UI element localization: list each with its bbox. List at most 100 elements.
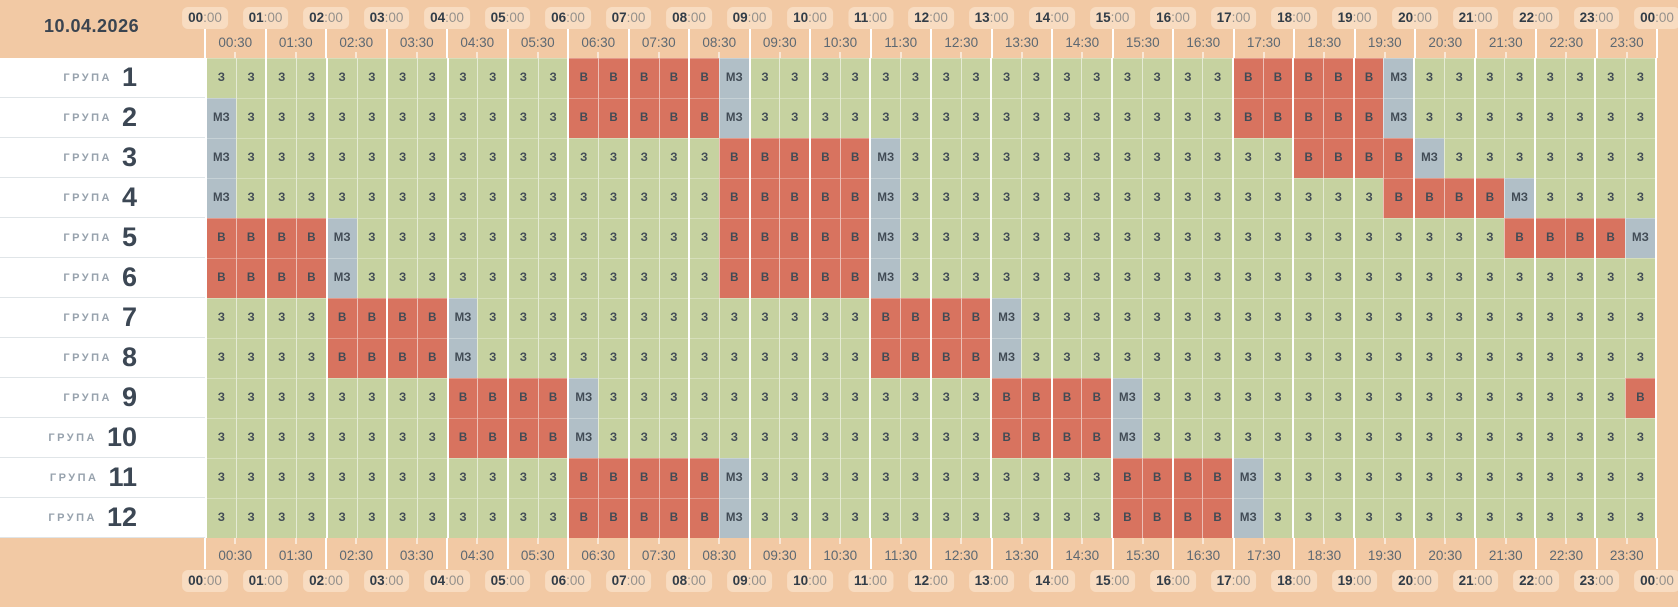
schedule-cell: З: [1594, 338, 1626, 378]
schedule-cell: З: [235, 418, 266, 458]
schedule-cell: З: [356, 218, 387, 258]
schedule-cell: В: [1352, 98, 1384, 138]
hour-gridline: [325, 29, 327, 58]
hour-label-hours: 06: [551, 573, 567, 588]
schedule-cell: З: [688, 418, 719, 458]
hour-label-minutes: :00: [747, 10, 767, 25]
schedule-cell: В: [718, 218, 749, 258]
half-hour-tick: [1081, 52, 1084, 58]
schedule-cell: З: [1473, 98, 1505, 138]
half-hour-label: 21:30: [1488, 35, 1523, 50]
hour-label-minutes: :00: [1534, 573, 1553, 588]
hour-gridline: [1353, 538, 1356, 569]
hour-label-hours: 04: [430, 573, 446, 588]
schedule-cell: З: [1625, 418, 1655, 458]
schedule-cell: З: [416, 98, 447, 138]
group-label-prefix: ГРУПА: [63, 351, 112, 364]
hour-label: 07:00: [605, 570, 652, 592]
half-hour-label: 00:30: [218, 35, 253, 50]
hour-label: 09:00: [726, 7, 773, 29]
hour-gridline: [809, 538, 811, 569]
hour-label-hours: 08: [672, 573, 688, 588]
hour-label-hours: 05: [490, 573, 506, 588]
hour-label: 04:00: [424, 570, 470, 592]
schedule-cell: В: [1564, 218, 1595, 258]
schedule-cell: З: [1383, 218, 1414, 258]
schedule-cell: З: [1111, 178, 1142, 218]
schedule-cell: З: [1352, 218, 1384, 258]
schedule-cell: В: [265, 258, 297, 298]
schedule-cell: В: [1262, 58, 1293, 98]
hour-label-minutes: :00: [687, 10, 706, 25]
half-hour-tick: [1625, 538, 1628, 544]
schedule-cell: В: [1141, 498, 1172, 538]
schedule-cell: З: [929, 178, 961, 218]
schedule-cell: З: [1020, 98, 1051, 138]
group-slot-cells: З З З З В В В В МЗ З З З З З З З З З З З З З В В В В МЗ З З З З З З З З З З З…: [205, 338, 1657, 378]
schedule-cell: З: [990, 98, 1021, 138]
schedule-cell: З: [356, 58, 387, 98]
schedule-cell: З: [325, 418, 357, 458]
hour-label-hours: 02: [309, 10, 325, 25]
hour-label-minutes: :00: [566, 10, 585, 25]
hour-label-hours: 14: [1035, 10, 1051, 25]
half-hour-label: 19:30: [1367, 35, 1402, 50]
schedule-cell: З: [205, 458, 236, 498]
schedule-cell: З: [1504, 338, 1534, 378]
schedule-cell: З: [809, 378, 840, 418]
schedule-cell: З: [839, 58, 870, 98]
half-hour-tick: [718, 538, 721, 544]
schedule-cell: З: [1594, 98, 1626, 138]
schedule-cell: З: [627, 178, 659, 218]
group-row: ГРУПА 8 З З З З В В В В МЗ З З З З З З З З З З З З З В В В В МЗ З З З З З…: [0, 338, 1678, 378]
hour-label-hours: 15: [1095, 10, 1111, 25]
schedule-cell: В: [1352, 138, 1384, 178]
schedule-cell: З: [627, 138, 659, 178]
schedule-cell: З: [1141, 138, 1172, 178]
group-row: ГРУПА 7 З З З З В В В В МЗ З З З З З З З З З З З З З В В В В МЗ З З З З З…: [0, 298, 1678, 338]
schedule-cell: В: [839, 258, 870, 298]
hour-gridline: [1232, 538, 1235, 569]
schedule-cell: З: [1443, 378, 1474, 418]
schedule-cell: З: [598, 258, 628, 298]
schedule-cell: МЗ: [1231, 498, 1263, 538]
hour-gridline: [1474, 538, 1477, 569]
group-slot-cells: В В В В МЗ З З З З З З З З З З З З В В В В В МЗ З З З З З З З З З З З З З З З…: [205, 258, 1657, 298]
schedule-cell: З: [537, 258, 568, 298]
hour-gridline: [930, 538, 932, 569]
hour-label-minutes: :00: [1594, 10, 1614, 25]
schedule-cell: З: [929, 458, 961, 498]
half-hour-label: 05:30: [520, 35, 555, 50]
schedule-cell: З: [386, 98, 417, 138]
schedule-cell: З: [1564, 258, 1595, 298]
half-hour-tick: [718, 52, 721, 58]
schedule-cell: В: [598, 98, 628, 138]
schedule-cell: З: [929, 498, 961, 538]
hour-label-minutes: :00: [1231, 573, 1251, 588]
schedule-cell: З: [598, 378, 628, 418]
hour-label: 00:00: [182, 7, 228, 29]
schedule-cell: З: [537, 458, 568, 498]
schedule-cell: З: [1020, 458, 1051, 498]
hour-label-hours: 16: [1156, 10, 1172, 25]
schedule-cell: З: [839, 458, 870, 498]
group-label-prefix: ГРУПА: [63, 111, 112, 124]
schedule-cell: В: [567, 98, 599, 138]
schedule-cell: З: [296, 338, 326, 378]
schedule-cell: З: [809, 58, 840, 98]
group-slot-cells: МЗ З З З З З З З З З З З З З З З З В В В В В МЗ З З З З З З З З З З З З З В В…: [205, 138, 1657, 178]
group-number: 4: [121, 182, 137, 212]
hour-label: 18:00: [1271, 570, 1317, 592]
half-hour-label: 17:30: [1246, 548, 1281, 563]
schedule-cell: З: [688, 338, 719, 378]
schedule-cell: З: [1141, 378, 1172, 418]
schedule-cell: З: [1533, 298, 1565, 338]
schedule-cell: МЗ: [869, 218, 901, 258]
half-hour-tick: [536, 538, 539, 544]
hour-label-minutes: :00: [1231, 10, 1251, 25]
schedule-cell: З: [477, 58, 508, 98]
hour-label-minutes: :00: [1171, 573, 1190, 588]
hour-gridline: [1111, 538, 1114, 569]
schedule-cell: В: [658, 98, 689, 138]
